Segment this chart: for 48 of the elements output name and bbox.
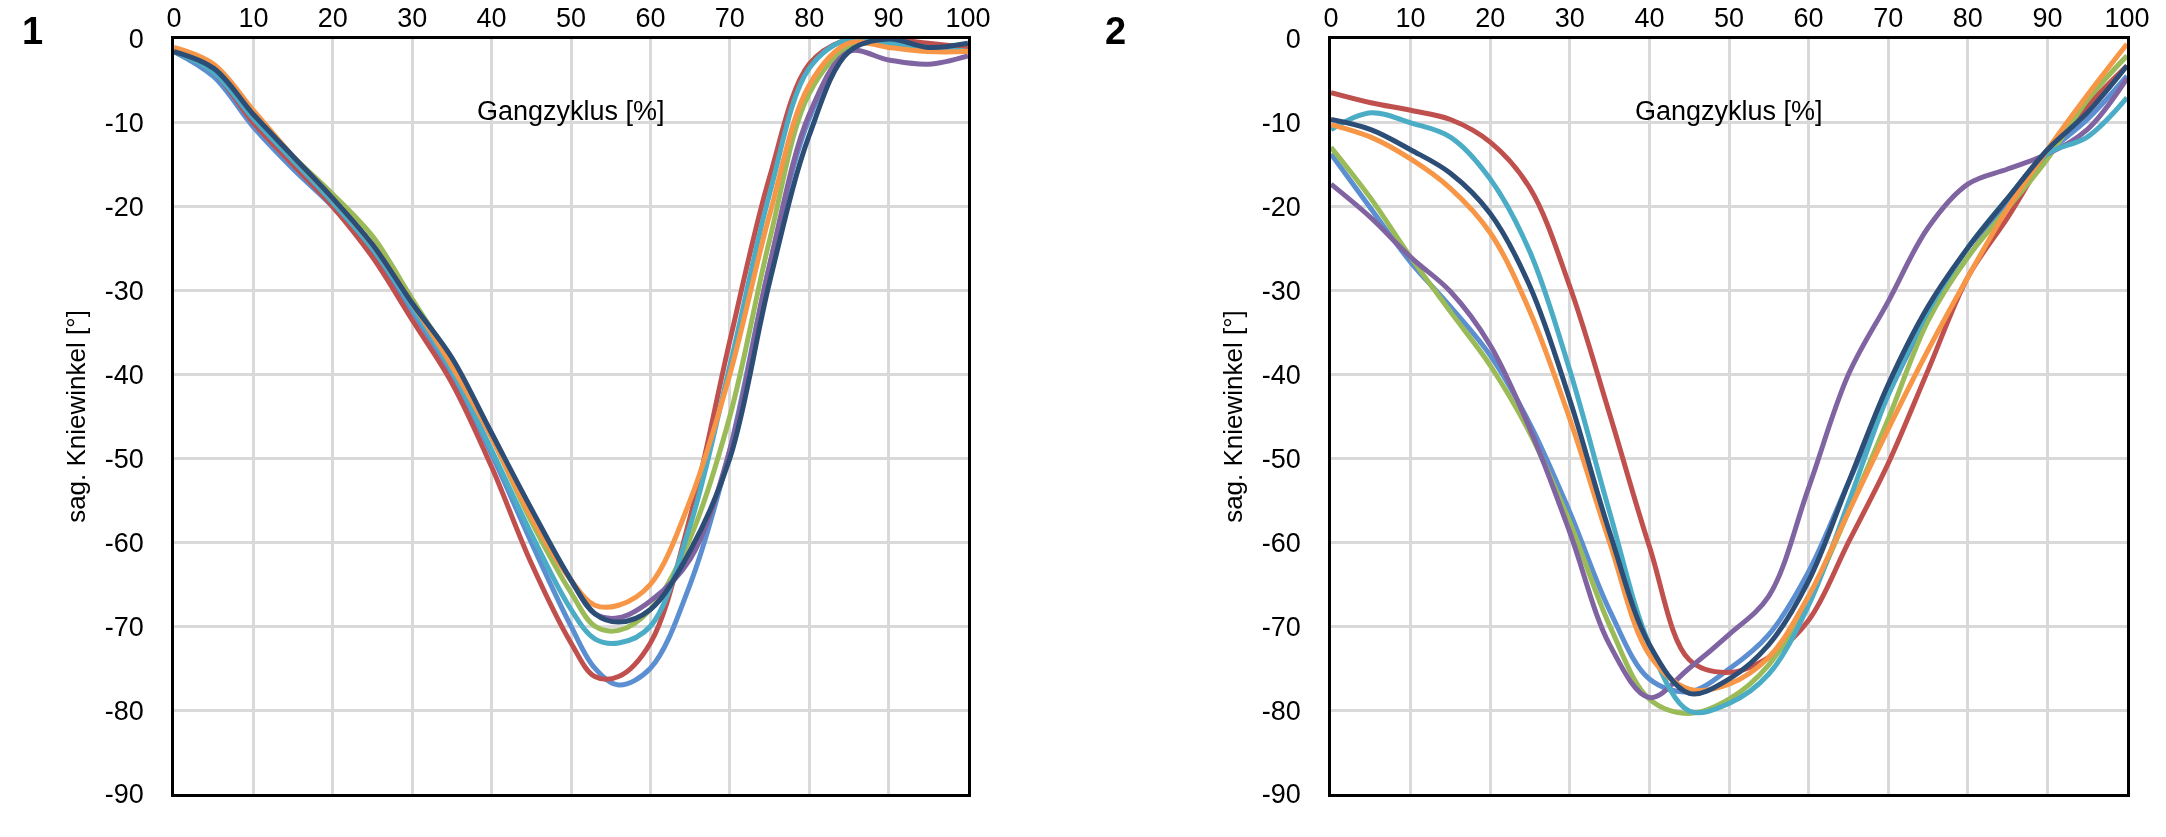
x-axis-title: Gangzyklus [%] bbox=[477, 96, 665, 126]
y-tick-label: -60 bbox=[104, 527, 144, 558]
x-axis-title: Gangzyklus [%] bbox=[1635, 96, 1823, 126]
x-tick-label: 20 bbox=[1475, 3, 1506, 34]
y-tick-label: -50 bbox=[1261, 443, 1301, 474]
chart-title: 2 bbox=[1105, 10, 1127, 52]
chart-title: 1 bbox=[22, 10, 44, 52]
x-tick-label: 10 bbox=[1395, 3, 1426, 34]
x-tick-label: 40 bbox=[1634, 3, 1665, 34]
y-tick-label: -20 bbox=[104, 192, 144, 223]
x-tick-label: 90 bbox=[873, 3, 904, 34]
y-tick-label: -40 bbox=[1261, 360, 1301, 391]
x-tick-label: 80 bbox=[794, 3, 825, 34]
x-tick-label: 10 bbox=[238, 3, 269, 34]
y-axis-title: sag. Kniewinkel [°] bbox=[61, 310, 92, 523]
y-tick-label: -50 bbox=[104, 443, 144, 474]
x-tick-label: 100 bbox=[2104, 3, 2150, 34]
y-tick-label: -70 bbox=[1261, 611, 1301, 642]
x-tick-label: 20 bbox=[317, 3, 348, 34]
y-tick-label: -10 bbox=[104, 108, 144, 139]
y-tick-label: -40 bbox=[104, 360, 144, 391]
x-tick-label: 70 bbox=[1873, 3, 1904, 34]
y-tick-label: -80 bbox=[104, 695, 144, 726]
x-tick-label: 100 bbox=[945, 3, 991, 34]
x-tick-label: 0 bbox=[166, 3, 182, 34]
y-tick-label: -30 bbox=[1261, 276, 1301, 307]
x-tick-label: 30 bbox=[1554, 3, 1585, 34]
x-tick-label: 60 bbox=[1793, 3, 1824, 34]
x-tick-label: 40 bbox=[476, 3, 507, 34]
y-tick-label: -30 bbox=[104, 276, 144, 307]
y-tick-label: -70 bbox=[104, 611, 144, 642]
x-tick-label: 80 bbox=[1952, 3, 1983, 34]
x-tick-label: 50 bbox=[1713, 3, 1745, 34]
y-tick-label: 0 bbox=[128, 24, 144, 55]
y-tick-label: -90 bbox=[1261, 779, 1301, 810]
y-axis-title: sag. Kniewinkel [°] bbox=[1218, 310, 1249, 523]
x-tick-label: 70 bbox=[714, 3, 745, 34]
x-tick-label: 30 bbox=[397, 3, 428, 34]
y-tick-label: -90 bbox=[104, 779, 144, 810]
y-tick-label: 0 bbox=[1285, 24, 1301, 55]
y-tick-label: -20 bbox=[1261, 192, 1301, 223]
y-tick-label: -80 bbox=[1261, 695, 1301, 726]
x-tick-label: 60 bbox=[635, 3, 666, 34]
x-tick-label: 0 bbox=[1323, 3, 1339, 34]
y-tick-label: -60 bbox=[1261, 527, 1301, 558]
x-tick-label: 50 bbox=[555, 3, 587, 34]
y-tick-label: -10 bbox=[1261, 108, 1301, 139]
x-tick-label: 90 bbox=[2032, 3, 2063, 34]
